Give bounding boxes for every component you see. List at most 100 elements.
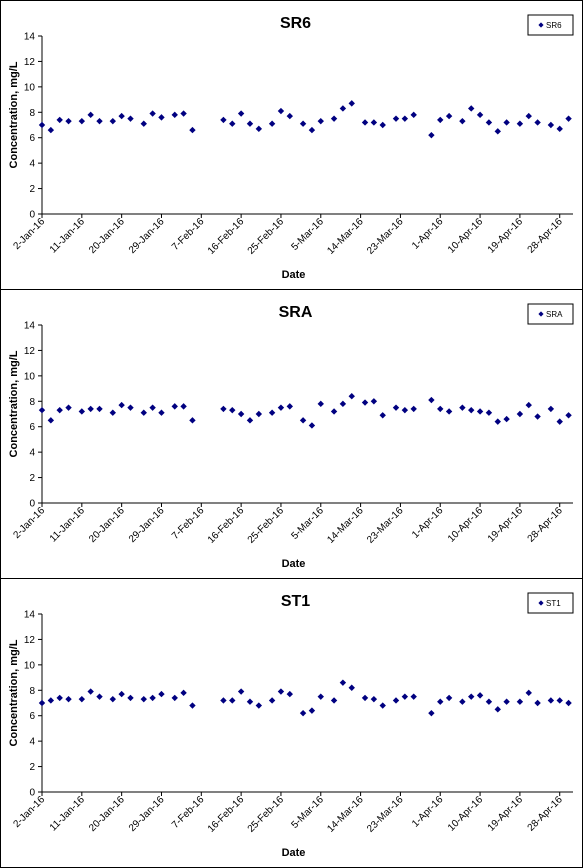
data-point xyxy=(401,115,409,122)
data-point xyxy=(361,119,369,126)
data-point xyxy=(118,112,125,120)
data-point xyxy=(87,405,94,413)
y-tick-label: 8 xyxy=(29,108,35,119)
data-point xyxy=(189,126,196,134)
x-tick-label: 29-Jan-16 xyxy=(127,505,167,545)
legend: SRA xyxy=(527,303,574,325)
x-tick-label: 14-Mar-16 xyxy=(325,794,366,835)
data-point xyxy=(237,110,245,117)
data-point xyxy=(189,417,196,424)
data-point xyxy=(370,119,378,126)
x-tick-label: 5-Mar-16 xyxy=(289,505,326,542)
data-point xyxy=(379,412,386,419)
data-point xyxy=(547,121,555,129)
data-point xyxy=(220,116,227,124)
data-point xyxy=(459,404,466,411)
chart-panel-st1: ST1 0 2 4 6 8 10 12 14 2-Jan-16 11-Jan-16 20-Jan-16… xyxy=(0,578,583,868)
data-point xyxy=(547,697,555,704)
data-point xyxy=(516,410,524,418)
data-point xyxy=(370,695,378,703)
data-point xyxy=(485,119,493,126)
chart-title: ST1 xyxy=(281,593,310,610)
x-tick-label: 2-Jan-16 xyxy=(11,216,47,252)
x-tick-label: 10-Apr-16 xyxy=(446,505,486,545)
x-tick-label: 1-Apr-16 xyxy=(410,794,446,830)
data-point xyxy=(237,688,245,695)
data-point xyxy=(87,111,94,119)
x-tick-label: 16-Feb-16 xyxy=(206,216,247,257)
data-point xyxy=(56,694,63,702)
data-point xyxy=(445,694,453,702)
x-tick-label: 10-Apr-16 xyxy=(446,794,486,834)
y-tick-label: 0 xyxy=(29,788,35,799)
y-tick-label: 0 xyxy=(29,210,35,221)
x-tick-label: 11-Jan-16 xyxy=(48,216,87,255)
chart-panel-sr6: SR6 0 2 4 6 8 10 12 14 2-Jan-16 11-Jan-16 20-Jan-16… xyxy=(0,0,583,290)
data-point xyxy=(109,695,116,703)
data-point xyxy=(565,412,572,419)
data-point xyxy=(476,408,484,415)
data-point xyxy=(171,111,178,119)
data-point xyxy=(361,694,369,702)
data-point xyxy=(556,125,563,133)
data-point xyxy=(317,117,324,125)
data-point xyxy=(445,112,453,120)
data-point xyxy=(158,114,165,121)
x-tick-label: 23-Mar-16 xyxy=(365,216,406,257)
data-point xyxy=(180,110,187,117)
y-tick-label: 4 xyxy=(29,737,35,748)
data-point xyxy=(78,117,86,125)
y-tick-label: 4 xyxy=(29,159,35,170)
data-point xyxy=(127,115,134,122)
x-tick-label: 7-Feb-16 xyxy=(170,216,207,253)
data-point xyxy=(246,120,254,127)
x-tick-label: 7-Feb-16 xyxy=(170,505,207,542)
data-point xyxy=(180,689,187,697)
data-point xyxy=(180,403,187,410)
data-point xyxy=(229,697,236,704)
x-tick-label: 20-Jan-16 xyxy=(87,216,127,256)
data-point xyxy=(237,410,245,418)
x-tick-label: 20-Jan-16 xyxy=(87,794,127,834)
x-tick-label: 20-Jan-16 xyxy=(87,505,127,545)
data-point xyxy=(149,694,156,702)
x-tick-label: 23-Mar-16 xyxy=(365,505,406,546)
data-point xyxy=(255,125,263,133)
data-point xyxy=(547,405,555,413)
x-tick-label: 29-Jan-16 xyxy=(127,216,167,256)
chart-panel-sra: SRA 0 2 4 6 8 10 12 14 2-Jan-16 11-Jan-16 20-Jan-16… xyxy=(0,289,583,579)
data-point xyxy=(534,119,541,126)
y-tick-label: 0 xyxy=(29,499,35,510)
data-point xyxy=(47,126,55,134)
y-tick-label: 6 xyxy=(29,711,35,722)
data-point xyxy=(38,699,46,707)
legend: SR6 xyxy=(527,14,574,36)
data-point xyxy=(339,679,347,686)
data-point xyxy=(516,698,524,705)
data-point xyxy=(339,400,347,408)
data-point xyxy=(38,121,46,129)
data-point xyxy=(503,119,510,126)
data-point xyxy=(171,403,178,410)
x-tick-label: 5-Mar-16 xyxy=(289,216,326,253)
x-axis-label: Date xyxy=(282,558,306,570)
data-point xyxy=(268,120,276,127)
data-point xyxy=(255,410,263,418)
data-point xyxy=(299,709,307,717)
x-tick-label: 10-Apr-16 xyxy=(446,216,486,256)
data-point xyxy=(308,126,316,134)
data-point xyxy=(109,117,116,125)
chart-title: SR6 xyxy=(280,15,311,32)
data-point xyxy=(56,406,63,414)
data-point xyxy=(171,694,178,702)
legend-box xyxy=(527,592,574,614)
x-tick-label: 2-Jan-16 xyxy=(11,505,47,541)
x-tick-label: 1-Apr-16 xyxy=(410,505,446,541)
data-point xyxy=(379,702,386,709)
data-point xyxy=(127,404,134,411)
x-tick-label: 2-Jan-16 xyxy=(11,794,47,830)
y-tick-label: 14 xyxy=(24,610,36,621)
data-point xyxy=(494,418,501,425)
data-point xyxy=(277,404,285,411)
data-point xyxy=(468,406,475,414)
